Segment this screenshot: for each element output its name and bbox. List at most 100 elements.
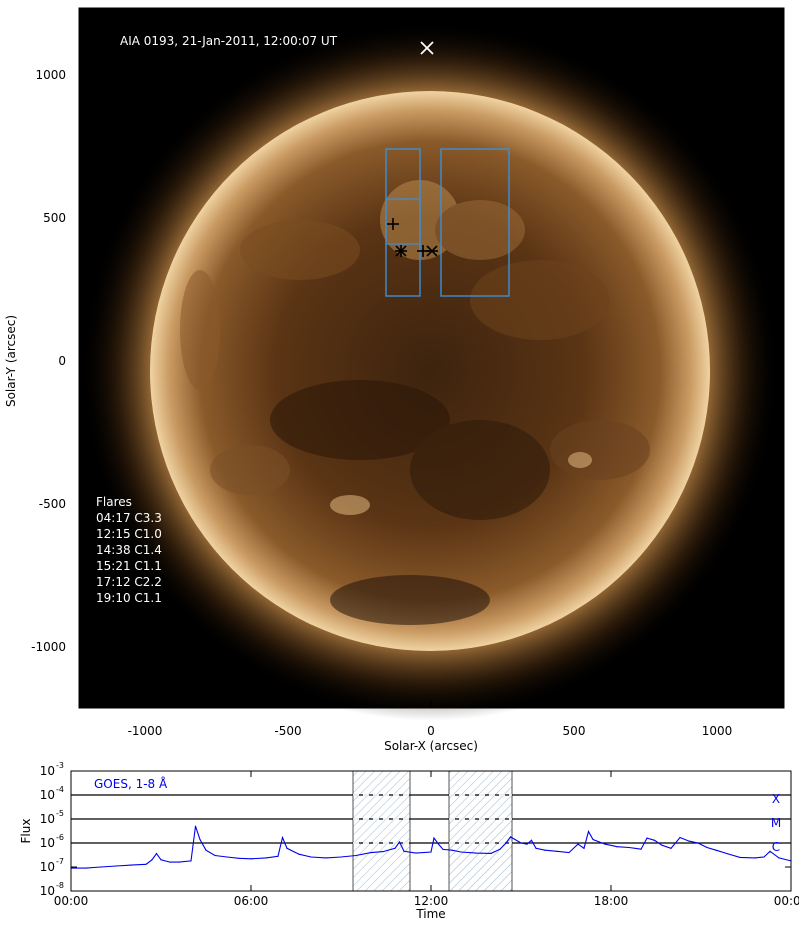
goes-flux-point (509, 836, 512, 838)
goes-flux-point (739, 856, 741, 859)
flare-entry: 04:17 C3.3 (96, 511, 162, 525)
class-label: C (772, 840, 780, 854)
x-tick-label: 00:00 (774, 894, 799, 908)
goes-flux-point (653, 839, 656, 841)
image-y-tick-labels: 1000 500 0 -500 -1000 (31, 68, 66, 654)
goes-flux-point (778, 857, 780, 859)
goes-class-thresholds (71, 794, 791, 844)
image-title: AIA 0193, 21-Jan-2011, 12:00:07 UT (120, 34, 338, 48)
image-y-axis-label: Solar-Y (arcsec) (4, 315, 18, 407)
flare-markers (387, 218, 438, 257)
solar-image-panel: AIA 0193, 21-Jan-2011, 12:00:07 UT Flare… (4, 7, 785, 753)
goes-flux-point (769, 850, 771, 852)
image-x-tick-labels: -1000 -500 0 500 1000 (128, 724, 733, 738)
goes-flux-point (430, 851, 432, 853)
goes-flux-point (145, 863, 147, 865)
goes-flux-point (151, 859, 153, 861)
goes-flux-point (437, 843, 440, 845)
flare-entry: 12:15 C1.0 (96, 527, 162, 541)
goes-flux-point (604, 843, 606, 845)
image-x-axis-label: Solar-X (arcsec) (384, 739, 478, 753)
goes-flux-point (670, 847, 672, 849)
goes-flux-point (520, 842, 522, 844)
goes-axes-frame (70, 770, 792, 892)
goes-flux-point (661, 844, 663, 846)
goes-flux-point (403, 850, 405, 852)
y-tick-exponent: -8 (56, 881, 64, 890)
goes-flux-point (325, 857, 327, 859)
goes-flux-point (160, 859, 162, 861)
goes-y-axis-label: Flux (19, 819, 33, 844)
x-tick-label: 18:00 (594, 894, 629, 908)
goes-flux-point (460, 851, 462, 853)
image-y-ticks (79, 74, 784, 648)
flare-entry: 15:21 C1.1 (96, 559, 162, 573)
goes-flux-point (442, 848, 444, 851)
goes-flux-point (214, 854, 216, 857)
goes-flux-point (286, 847, 288, 849)
y-tick-label: 10 (40, 764, 55, 778)
class-label: M (771, 816, 781, 830)
x-tick-label: -500 (274, 724, 301, 738)
goes-flux-point (340, 856, 342, 858)
goes-flux-point (679, 836, 681, 839)
x-tick-label: 06:00 (234, 894, 269, 908)
goes-flux-point (514, 838, 516, 841)
goes-flux-point (556, 850, 558, 852)
y-tick-exponent: -4 (56, 785, 64, 794)
goes-x-ticks: 00:00 06:00 12:00 18:00 00:00 (54, 771, 799, 908)
solar-disk (150, 91, 710, 651)
goes-flux-point (763, 856, 765, 858)
goes-legend: GOES, 1-8 Å (94, 776, 168, 791)
flares-list: Flares 04:17 C3.3 12:15 C1.0 14:38 C1.4 … (96, 495, 162, 589)
region-box-3 (385, 198, 421, 245)
goes-shaded-intervals (352, 770, 513, 892)
flare-entry: 19:10 C1.1 (96, 591, 162, 605)
y-tick-label: 10 (40, 860, 55, 874)
x-tick-label: 0 (427, 724, 435, 738)
shaded-interval (448, 770, 513, 892)
goes-flux-point (544, 849, 546, 851)
goes-flux-point (587, 830, 590, 833)
y-tick-label: 10 (40, 884, 55, 898)
goes-flux-point (281, 836, 284, 839)
y-tick-exponent: -6 (56, 833, 64, 842)
flares-heading: Flares (96, 495, 132, 509)
goes-flux-point (715, 849, 717, 851)
goes-flux-point (505, 842, 507, 844)
y-tick-label: 1000 (35, 68, 66, 82)
y-tick-label: 500 (43, 211, 66, 225)
flare-marker (387, 218, 399, 230)
goes-flux-point (535, 847, 537, 849)
goes-flux-point (568, 851, 570, 854)
class-label: X (772, 792, 780, 806)
goes-flux-point (697, 842, 699, 844)
y-tick-exponent: -7 (56, 857, 64, 866)
goes-flux-point (265, 857, 267, 859)
goes-flux-point (100, 866, 102, 868)
y-tick-exponent: -5 (56, 809, 64, 818)
flare-marker (426, 245, 438, 257)
goes-flux-point (530, 839, 533, 841)
goes-flux-point (310, 856, 312, 858)
y-tick-exponent: -3 (56, 761, 64, 770)
image-x-ticks (144, 8, 718, 708)
y-tick-label: 0 (58, 354, 66, 368)
goes-flux-point (475, 852, 477, 854)
goes-flux-point (433, 837, 435, 839)
goes-flux-point (577, 843, 579, 845)
goes-flux-point (640, 848, 642, 850)
x-tick-label: 00:00 (54, 894, 89, 908)
goes-flux-point (398, 841, 401, 843)
goes-flux-point (169, 861, 171, 863)
y-tick-label: 10 (40, 788, 55, 802)
goes-flux-point (646, 837, 648, 839)
x-tick-label: -1000 (128, 724, 163, 738)
goes-flux-point (688, 840, 690, 842)
goes-flux-point (592, 838, 594, 841)
goes-flux-point (754, 857, 756, 859)
goes-flux-point (85, 867, 87, 869)
shaded-interval (352, 770, 411, 892)
